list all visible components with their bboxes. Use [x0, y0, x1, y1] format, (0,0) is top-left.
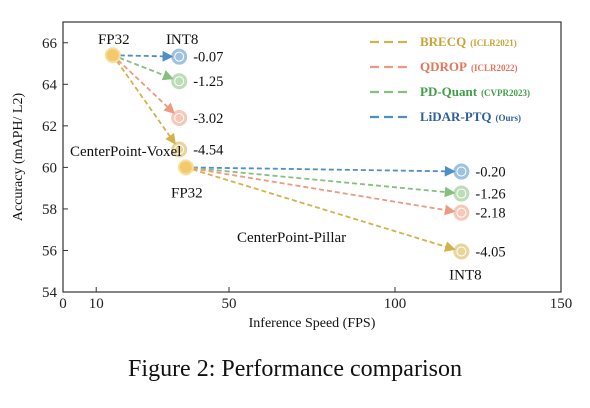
- y-tick-label: 54: [42, 285, 58, 301]
- int8-point-core: [457, 208, 466, 217]
- y-tick-label: 56: [42, 243, 58, 259]
- legend-name: LiDAR-PTQ: [420, 109, 492, 124]
- delta-label: -2.18: [475, 206, 505, 222]
- y-tick-label: 60: [42, 160, 57, 176]
- y-tick-label: 58: [42, 202, 57, 218]
- fp32-point: [104, 47, 121, 64]
- legend-entry: PD-Quant (CVPR2023): [420, 84, 530, 99]
- delta-label: -4.05: [475, 245, 505, 261]
- x-axis-title: Inference Speed (FPS): [249, 316, 376, 331]
- legend-name: PD-Quant: [420, 84, 478, 99]
- delta-label: -1.25: [193, 74, 223, 90]
- delta-label: -0.07: [193, 50, 223, 66]
- arrow-line-lidar-ptq: [192, 165, 456, 177]
- y-tick-label: 66: [42, 36, 58, 52]
- delta-label: -1.26: [475, 187, 505, 203]
- series-lines: [116, 50, 456, 252]
- int8-point-core: [457, 189, 466, 198]
- arrow-line-lidar-ptq: [119, 50, 174, 62]
- x-tick-label: 100: [384, 296, 407, 312]
- legend-name: BRECQ: [420, 34, 466, 49]
- y-tick-label: 64: [42, 77, 58, 93]
- legend-entry: QDROP (ICLR2022): [420, 59, 517, 74]
- int8-label: INT8: [166, 32, 199, 48]
- x-tick-label: 150: [550, 296, 573, 312]
- arrow-line-brecq: [192, 168, 456, 252]
- int8-point-core: [175, 113, 184, 122]
- legend: BRECQ (ICLR2021) QDROP (ICLR2022) PD-Quant (C…: [370, 34, 530, 124]
- model-label: CenterPoint-Voxel: [70, 144, 181, 160]
- legend-entry: LiDAR-PTQ (Ours): [420, 109, 521, 124]
- x-tick-label: 50: [222, 296, 237, 312]
- int8-point-core: [175, 145, 184, 154]
- plot-area-frame: [62, 21, 562, 293]
- x-tick-label: 10: [89, 296, 104, 312]
- legend-entry: BRECQ (ICLR2021): [420, 34, 517, 49]
- y-tick-label: 62: [42, 119, 57, 135]
- figure-caption: Figure 2: Performance comparison: [128, 356, 462, 382]
- y-axis-title: Accuracy (mAPH/ L2): [11, 93, 26, 222]
- legend-venue: (CVPR2023): [481, 88, 530, 98]
- delta-label: -4.54: [193, 143, 224, 159]
- int8-label: INT8: [449, 268, 482, 284]
- arrow-line-brecq: [116, 60, 176, 145]
- int8-point-core: [175, 52, 184, 61]
- arrow-line-pd-quant: [118, 56, 174, 81]
- int8-point-core: [457, 247, 466, 256]
- fp32-point: [177, 159, 194, 176]
- chart: 0 10 50 100 150 54 56 58 60 62 64 66 Inference Spee…: [11, 21, 572, 331]
- delta-label: -0.20: [475, 165, 505, 181]
- data-points: [104, 47, 470, 260]
- delta-label: -3.02: [193, 111, 223, 127]
- arrow-line-pd-quant: [192, 167, 456, 198]
- arrow-line-qdrop: [117, 59, 175, 114]
- int8-point-core: [175, 77, 184, 86]
- fp32-label: FP32: [98, 32, 130, 48]
- legend-name: QDROP: [420, 59, 467, 74]
- axis-ticks: 0 10 50 100 150 54 56 58 60 62 64 66: [42, 36, 572, 312]
- arrow-line-qdrop: [192, 167, 456, 216]
- int8-point-core: [457, 167, 466, 176]
- x-tick-label: 0: [59, 296, 67, 312]
- model-label: CenterPoint-Pillar: [237, 230, 346, 246]
- data-labels: -0.07 -1.25 -3.02 -4.54 -0.20 -1.26 -2.18 -4.05…: [70, 32, 506, 283]
- fp32-label: FP32: [171, 185, 203, 201]
- legend-venue: (Ours): [496, 113, 522, 123]
- legend-venue: (ICLR2021): [470, 38, 517, 48]
- legend-venue: (ICLR2022): [471, 63, 518, 73]
